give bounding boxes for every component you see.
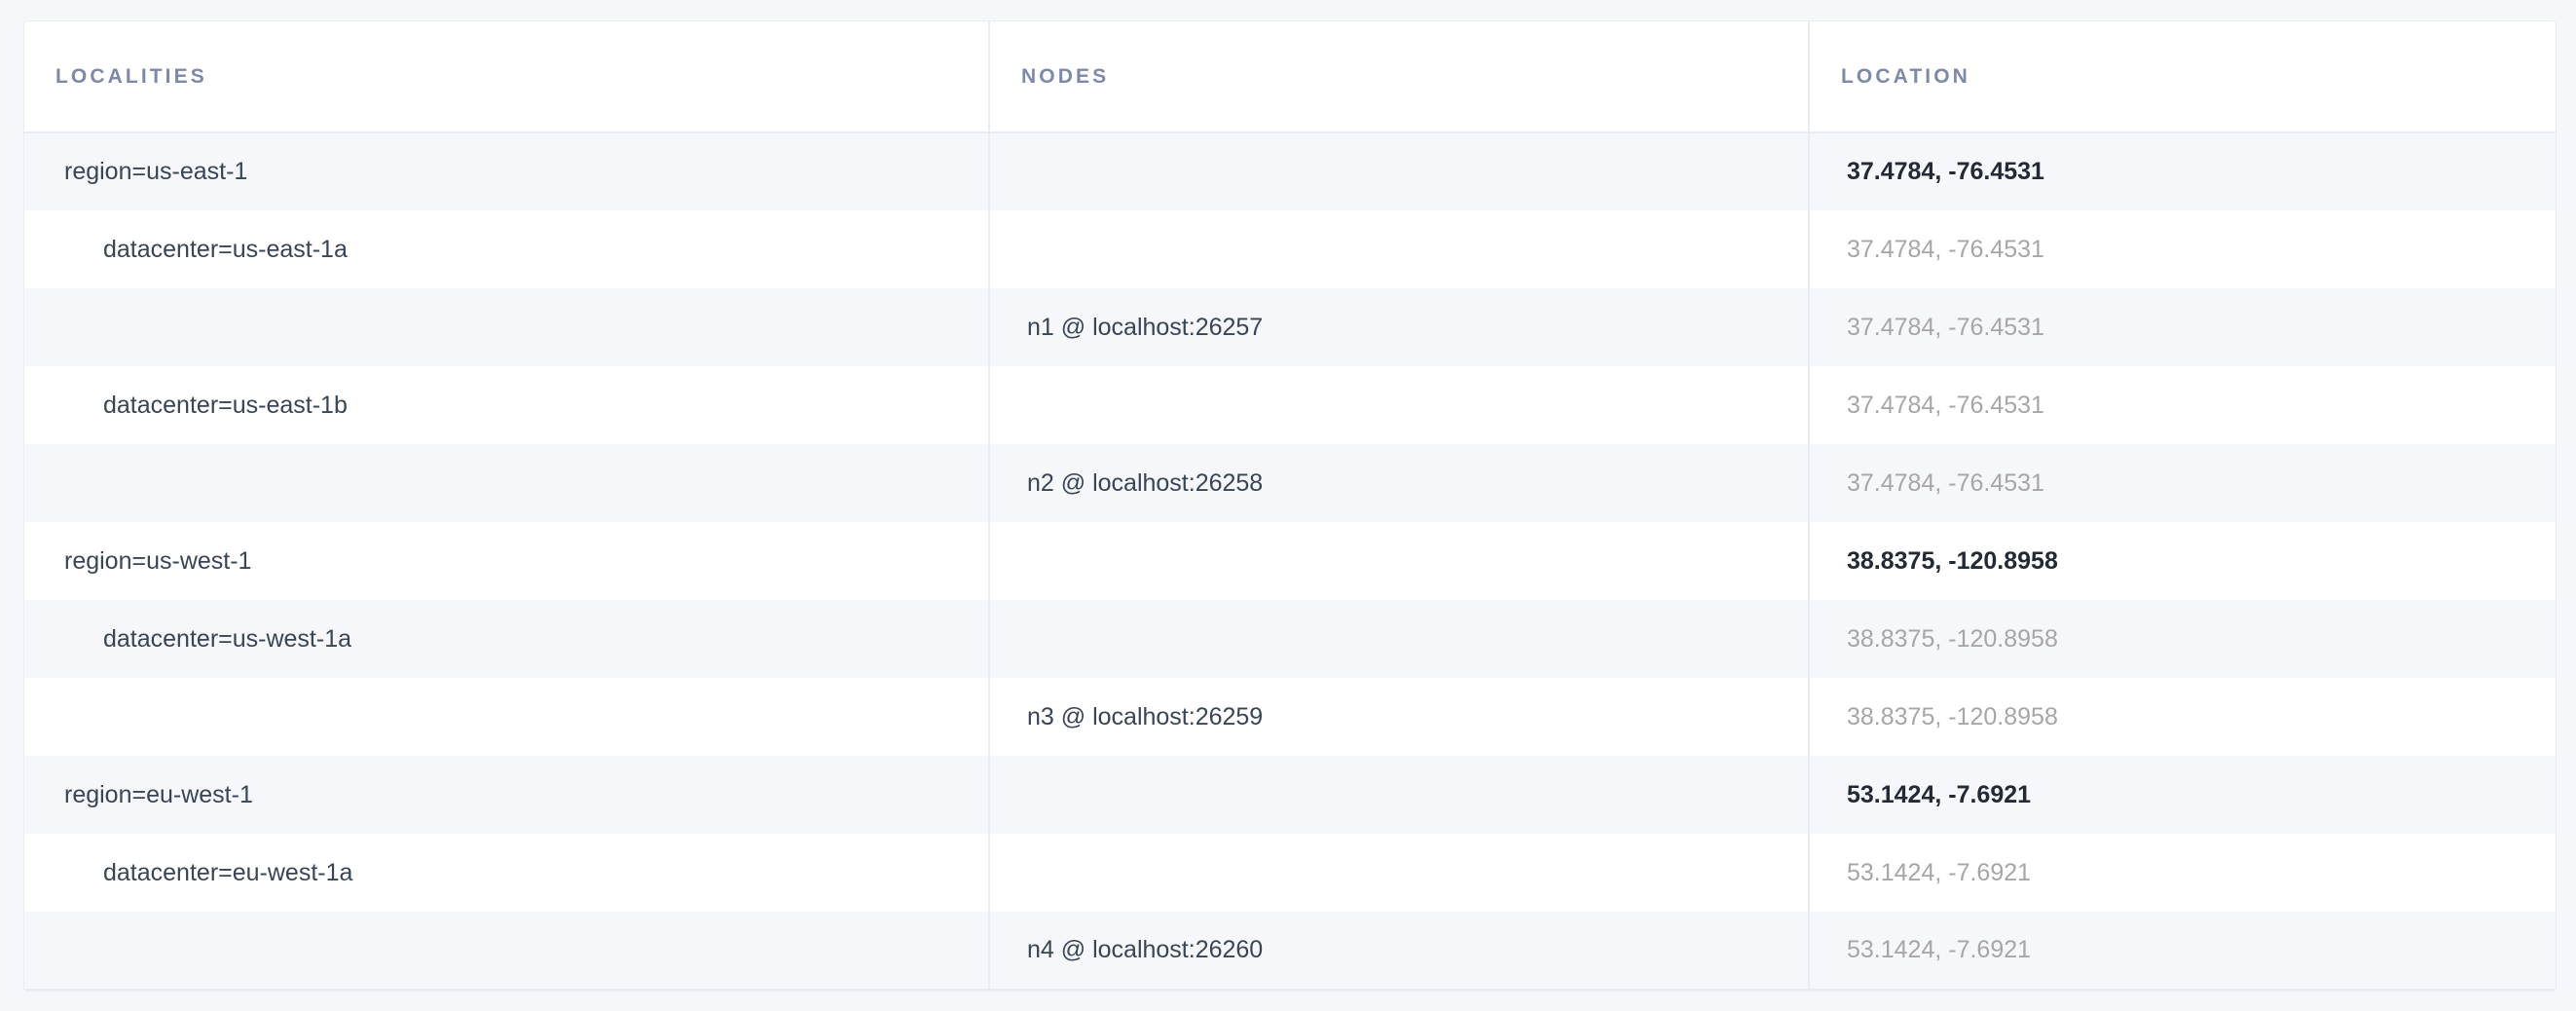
table-row[interactable]: n2 @ localhost:26258 37.4784, -76.4531 [24, 444, 2556, 522]
cell-locality: datacenter=us-west-1a [24, 600, 989, 678]
cell-node [988, 132, 1809, 210]
location-label: 37.4784, -76.4531 [1847, 313, 2044, 341]
cell-locality: datacenter=us-east-1a [24, 210, 989, 288]
locality-label: region=us-east-1 [64, 158, 248, 185]
localities-table-card: Localities Nodes Location region=us-east… [24, 21, 2556, 991]
cell-node [988, 210, 1809, 288]
locality-label: region=eu-west-1 [64, 780, 253, 808]
localities-table: Localities Nodes Location region=us-east… [24, 21, 2556, 991]
table-row[interactable]: region=us-east-1 37.4784, -76.4531 [24, 132, 2556, 210]
cell-node: n4 @ localhost:26260 [988, 912, 1809, 991]
location-label: 37.4784, -76.4531 [1847, 468, 2044, 497]
locality-label: datacenter=us-west-1a [103, 624, 352, 653]
locality-label: datacenter=us-east-1b [103, 391, 348, 419]
cell-location: 37.4784, -76.4531 [1808, 132, 2556, 210]
cell-node: n1 @ localhost:26257 [988, 288, 1809, 366]
locality-label: datacenter=us-east-1a [103, 235, 348, 263]
cell-locality [24, 678, 989, 756]
cell-node [988, 522, 1809, 600]
cell-location: 38.8375, -120.8958 [1808, 600, 2556, 678]
column-header-nodes[interactable]: Nodes [988, 21, 1809, 133]
cell-locality [24, 912, 989, 991]
cell-locality: datacenter=us-east-1b [24, 366, 989, 444]
locality-label: datacenter=eu-west-1a [103, 858, 353, 886]
location-label: 53.1424, -7.6921 [1847, 858, 2032, 886]
cell-location: 38.8375, -120.8958 [1808, 522, 2556, 600]
table-row[interactable]: datacenter=eu-west-1a 53.1424, -7.6921 [24, 834, 2556, 912]
cell-locality [24, 444, 989, 522]
cell-node: n3 @ localhost:26259 [988, 678, 1809, 756]
location-label: 38.8375, -120.8958 [1847, 624, 2058, 653]
cell-location: 38.8375, -120.8958 [1808, 678, 2556, 756]
cell-location: 53.1424, -7.6921 [1808, 756, 2556, 834]
location-label: 53.1424, -7.6921 [1847, 936, 2032, 963]
node-label[interactable]: n2 @ localhost:26258 [1027, 468, 1264, 497]
cell-node: n2 @ localhost:26258 [988, 444, 1809, 522]
table-row[interactable]: datacenter=us-west-1a 38.8375, -120.8958 [24, 600, 2556, 678]
table-row[interactable]: n1 @ localhost:26257 37.4784, -76.4531 [24, 288, 2556, 366]
column-header-location[interactable]: Location [1808, 21, 2556, 133]
table-row[interactable]: datacenter=us-east-1a 37.4784, -76.4531 [24, 210, 2556, 288]
table-row[interactable]: datacenter=us-east-1b 37.4784, -76.4531 [24, 366, 2556, 444]
cell-node [988, 834, 1809, 912]
table-header: Localities Nodes Location [24, 21, 2556, 133]
location-label: 38.8375, -120.8958 [1847, 702, 2058, 730]
table-row[interactable]: region=us-west-1 38.8375, -120.8958 [24, 522, 2556, 600]
cell-locality: region=us-west-1 [24, 522, 989, 600]
cell-locality: datacenter=eu-west-1a [24, 834, 989, 912]
cell-location: 37.4784, -76.4531 [1808, 444, 2556, 522]
cell-node [988, 756, 1809, 834]
cell-location: 37.4784, -76.4531 [1808, 210, 2556, 288]
location-label: 37.4784, -76.4531 [1847, 391, 2044, 419]
table-header-row: Localities Nodes Location [24, 21, 2556, 133]
cell-locality: region=us-east-1 [24, 132, 989, 210]
table-row[interactable]: n3 @ localhost:26259 38.8375, -120.8958 [24, 678, 2556, 756]
column-header-localities[interactable]: Localities [24, 21, 989, 133]
table-row[interactable]: n4 @ localhost:26260 53.1424, -7.6921 [24, 912, 2556, 991]
cell-location: 53.1424, -7.6921 [1808, 912, 2556, 991]
cell-location: 37.4784, -76.4531 [1808, 366, 2556, 444]
node-label[interactable]: n1 @ localhost:26257 [1027, 313, 1264, 341]
location-label: 53.1424, -7.6921 [1847, 780, 2032, 808]
location-label: 37.4784, -76.4531 [1847, 158, 2044, 185]
location-label: 37.4784, -76.4531 [1847, 235, 2044, 263]
cell-location: 53.1424, -7.6921 [1808, 834, 2556, 912]
cell-locality [24, 288, 989, 366]
cell-node [988, 600, 1809, 678]
cell-locality: region=eu-west-1 [24, 756, 989, 834]
location-label: 38.8375, -120.8958 [1847, 546, 2058, 575]
cell-location: 37.4784, -76.4531 [1808, 288, 2556, 366]
locality-label: region=us-west-1 [64, 546, 252, 575]
node-label[interactable]: n4 @ localhost:26260 [1027, 936, 1264, 963]
node-label[interactable]: n3 @ localhost:26259 [1027, 702, 1264, 730]
table-row[interactable]: region=eu-west-1 53.1424, -7.6921 [24, 756, 2556, 834]
cell-node [988, 366, 1809, 444]
table-body: region=us-east-1 37.4784, -76.4531 datacen… [24, 132, 2556, 991]
